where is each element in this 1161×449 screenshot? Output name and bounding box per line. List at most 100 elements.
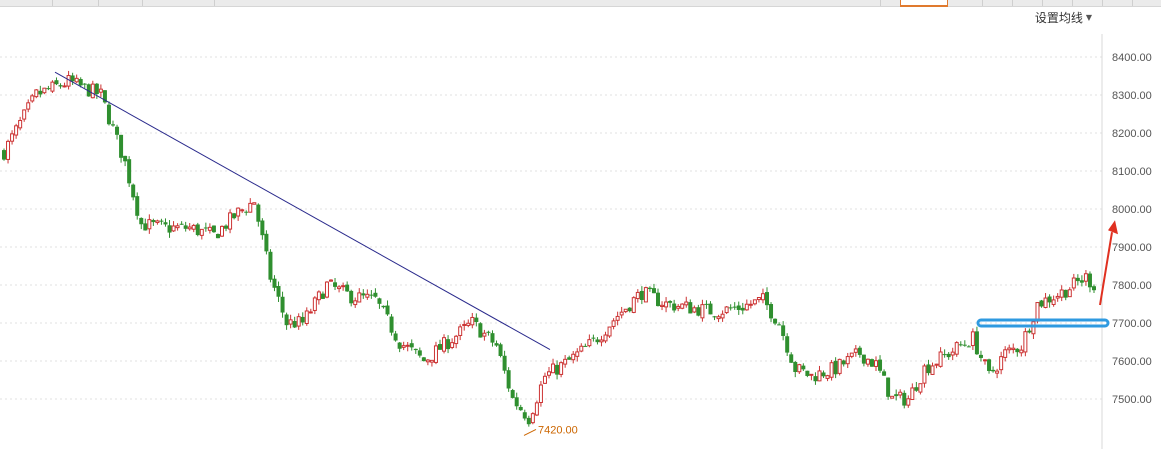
candle-body [769,304,774,319]
candle-body [672,303,677,311]
candle-body [736,305,741,310]
candle-body [111,124,115,126]
y-tick-label: 8200.00 [1112,128,1152,140]
candle-body [272,278,277,288]
top-tab[interactable] [1072,0,1103,6]
candle-body [211,225,216,233]
candle-body [365,293,370,298]
candle-body [1011,347,1016,351]
candle-body [147,219,152,230]
top-tab[interactable] [1102,0,1133,6]
top-tab[interactable] [98,0,143,6]
low-marker-label: 7420.00 [538,424,578,436]
candle-body [304,310,309,325]
candle-body [470,316,475,326]
candle-body [902,392,907,406]
candle-body [252,202,257,205]
top-tab[interactable] [982,0,1013,6]
candle-body [958,344,963,346]
y-tick-label: 7500.00 [1112,394,1152,406]
candle-body [151,220,156,223]
candle-body [970,331,975,347]
candle-body [978,354,983,358]
trend-line [54,71,551,351]
candle-body [748,303,753,306]
candle-body [813,376,818,382]
candle-body [1059,289,1064,298]
candle-body [1071,277,1076,289]
candle-body [1031,321,1036,335]
candle-body [119,134,124,158]
top-tab-active[interactable] [900,0,948,7]
candle-body [575,351,580,357]
candle-body [26,102,31,110]
candle-body [777,324,782,326]
candle-body [482,332,487,337]
candle-body [688,302,693,314]
candle-body [183,225,188,229]
top-tab[interactable] [858,0,881,6]
candle-body [874,360,878,367]
top-tab[interactable] [0,0,53,6]
candle-body [845,356,850,365]
candle-body [773,318,778,324]
candle-body [312,297,317,311]
candle-body [966,346,971,348]
candle-body [268,251,273,280]
candle-body [886,377,891,397]
candle-body [288,319,293,325]
candle-body [987,359,992,371]
candle-body [849,352,854,357]
top-tab[interactable] [52,0,99,6]
top-tab-strip [0,0,1161,7]
candle-body [878,359,883,371]
candle-body [102,90,107,103]
candle-body [333,282,338,287]
candle-body [708,303,713,315]
top-tab[interactable] [948,0,983,6]
top-tab[interactable] [1042,0,1073,6]
candle-body [433,345,438,363]
candle-body [498,344,503,357]
ma-settings-label: 设置均线 [1034,11,1083,25]
candle-body [409,343,414,348]
candle-body [320,293,325,299]
candle-body [664,301,669,308]
candle-body [954,342,959,355]
candle-body [94,83,99,94]
candle-body [547,371,551,376]
candle-body [656,292,660,307]
y-tick-label: 7800.00 [1112,280,1152,292]
candle-body [220,225,224,237]
candle-body [413,348,418,351]
candle-body [1087,273,1092,288]
candle-body [417,350,422,356]
top-tab[interactable] [1012,0,1043,6]
candle-body [756,297,761,301]
candle-body [837,358,842,374]
candle-body [522,412,527,419]
candle-body [494,343,499,346]
top-tab[interactable] [142,0,215,6]
candle-body [30,95,35,102]
candle-body [869,359,874,367]
candle-body [567,357,572,360]
candle-body [1047,296,1052,303]
candle-body [999,356,1004,371]
ma-settings-button[interactable]: 设置均线 ▼ [1035,9,1092,26]
candle-body [179,223,184,225]
candle-body [127,159,132,184]
candle-body [631,297,636,313]
candle-body [248,202,253,213]
candle-body [10,133,15,142]
candle-body [623,308,628,313]
candle-body [914,387,919,391]
low-marker-pointer [523,428,537,436]
overlays: 7420.00 [54,71,1118,436]
candle-body [534,402,539,416]
y-tick-label: 8100.00 [1112,166,1152,178]
candle-body [615,315,620,321]
candle-body [421,357,426,362]
candle-body [538,384,543,403]
candle-body [1043,297,1048,308]
